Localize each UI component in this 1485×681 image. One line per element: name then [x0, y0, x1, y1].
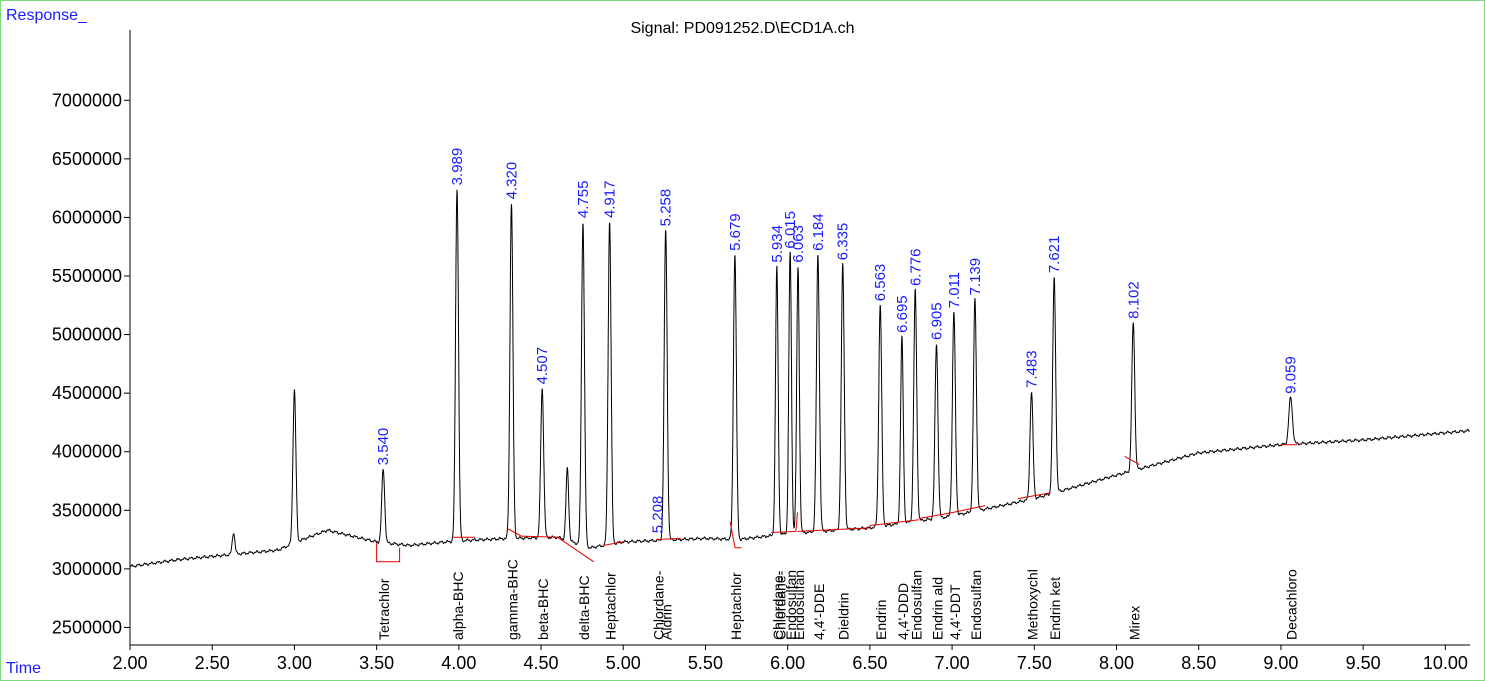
retention-time-label: 7.483 [1023, 350, 1040, 388]
retention-time-label: 6.563 [872, 264, 889, 302]
x-tick-label: 3.50 [359, 653, 394, 673]
compound-label: Endosulfan [783, 570, 799, 640]
integration-baseline [795, 512, 798, 532]
y-tick-label: 2500000 [52, 617, 122, 637]
compound-label: Heptachlor [728, 572, 744, 640]
retention-time-label: 3.540 [375, 428, 392, 466]
compound-label: alpha-BHC [450, 572, 466, 640]
integration-baseline [507, 528, 558, 538]
compound-label: Tetrachlor [376, 578, 392, 640]
integration-baseline [376, 541, 401, 563]
compound-label: 4,4'-DDE [811, 584, 827, 640]
retention-time-label: 3.989 [449, 148, 466, 186]
retention-time-label: 5.258 [658, 189, 675, 227]
retention-time-label: 6.776 [907, 249, 924, 287]
x-axis-label: Time [6, 660, 41, 677]
y-tick-label: 7000000 [52, 90, 122, 110]
retention-time-label: 5.208 [649, 496, 666, 534]
x-tick-label: 7.00 [935, 653, 970, 673]
x-tick-label: 9.00 [1263, 653, 1298, 673]
y-tick-label: 4500000 [52, 383, 122, 403]
y-tick-label: 3000000 [52, 559, 122, 579]
integration-baseline [869, 519, 920, 526]
y-tick-label: 6500000 [52, 149, 122, 169]
x-tick-label: 6.00 [770, 653, 805, 673]
x-tick-label: 3.00 [277, 653, 312, 673]
compound-label: Mirex [1126, 606, 1142, 640]
compound-label: Endrin [873, 600, 889, 640]
retention-time-label: 6.695 [894, 295, 911, 333]
integration-baseline [1124, 455, 1140, 466]
retention-time-label: 7.011 [946, 272, 963, 308]
retention-time-label: 5.679 [727, 213, 744, 251]
compound-label: gamma-BHC [504, 559, 520, 640]
retention-time-label: 6.184 [810, 213, 827, 251]
compound-label: 4,4'-DDT [947, 584, 963, 640]
retention-time-label: 4.917 [602, 181, 619, 219]
y-tick-label: 3500000 [52, 500, 122, 520]
retention-time-label: 4.755 [575, 181, 592, 219]
retention-time-label: 6.015 [782, 211, 799, 249]
y-axis-label: Response_ [6, 7, 87, 24]
compound-label: Endosulfan [968, 570, 984, 640]
integration-baseline [557, 536, 594, 563]
integration-baseline [656, 537, 681, 541]
compound-label: Aldrin [659, 604, 675, 640]
integration-baseline [771, 530, 796, 533]
compound-label: Endosulfan [791, 570, 807, 640]
compound-label: Chlordane- [772, 570, 788, 640]
chromatogram-trace [129, 189, 1471, 568]
compound-label: Chlordane- [770, 570, 786, 640]
retention-time-label: 5.934 [769, 225, 786, 263]
x-tick-label: 10.00 [1423, 653, 1468, 673]
retention-time-label: 4.507 [534, 347, 551, 385]
x-tick-label: 2.50 [195, 653, 230, 673]
compound-label: Methoxychl [1024, 569, 1040, 640]
compound-label: Dieldrin [836, 593, 852, 640]
compound-label: Endrin ket [1047, 577, 1063, 640]
compound-label: Heptachlor [603, 572, 619, 640]
integration-baseline [729, 521, 742, 549]
x-tick-label: 5.50 [688, 653, 723, 673]
x-tick-label: 4.50 [524, 653, 559, 673]
compound-label: beta-BHC [535, 579, 551, 640]
compound-label: Endosulfan [908, 570, 924, 640]
integration-baseline [797, 527, 870, 532]
x-tick-label: 7.50 [1017, 653, 1052, 673]
x-tick-label: 4.00 [441, 653, 476, 673]
chart-title: Signal: PD091252.D\ECD1A.ch [630, 20, 855, 37]
compound-label: 4,4'-DDD [895, 583, 911, 640]
retention-time-label: 6.063 [790, 225, 807, 263]
y-tick-label: 6000000 [52, 207, 122, 227]
x-tick-label: 9.50 [1346, 653, 1381, 673]
x-tick-label: 6.50 [852, 653, 887, 673]
retention-time-label: 7.139 [967, 258, 984, 296]
integration-baseline [1017, 492, 1051, 500]
y-tick-label: 5500000 [52, 266, 122, 286]
retention-time-label: 6.335 [835, 223, 852, 261]
integration-baseline [919, 505, 986, 519]
y-tick-label: 4000000 [52, 442, 122, 462]
compound-label: Endrin ald [929, 577, 945, 640]
x-tick-label: 5.00 [606, 653, 641, 673]
retention-time-label: 9.059 [1283, 356, 1300, 394]
compound-label: Chlordane- [650, 570, 666, 640]
integration-baseline [603, 541, 624, 546]
x-tick-label: 8.00 [1099, 653, 1134, 673]
retention-time-label: 6.905 [928, 302, 945, 340]
retention-time-label: 8.102 [1125, 281, 1142, 319]
x-tick-label: 8.50 [1181, 653, 1216, 673]
compound-label: Decachloro [1284, 569, 1300, 640]
retention-time-label: 7.621 [1046, 236, 1063, 274]
retention-time-label: 4.320 [503, 162, 520, 200]
compound-label: delta-BHC [576, 575, 592, 640]
x-tick-label: 2.00 [112, 653, 147, 673]
y-tick-label: 5000000 [52, 325, 122, 345]
